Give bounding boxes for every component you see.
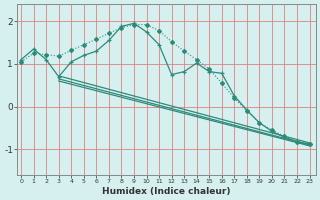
X-axis label: Humidex (Indice chaleur): Humidex (Indice chaleur): [102, 187, 231, 196]
